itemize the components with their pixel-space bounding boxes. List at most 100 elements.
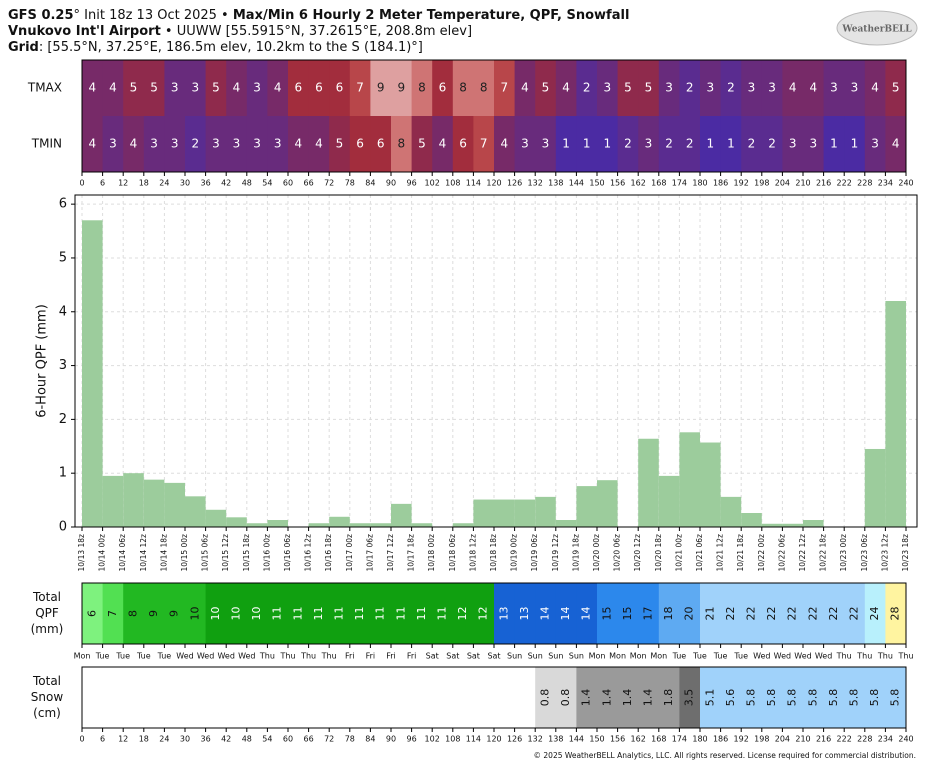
heat-cell (720, 60, 742, 116)
heat-cell (700, 60, 722, 116)
cell-value: 3 (665, 81, 673, 95)
x-tick-label: 114 (466, 179, 481, 188)
bar (885, 301, 906, 527)
cell-value: 3 (171, 81, 179, 95)
heat-cell (308, 60, 330, 116)
cell-value: 2 (191, 137, 199, 151)
cell-value: 3 (809, 137, 817, 151)
heat-cell (205, 116, 227, 172)
x-date-label: 10/16 06z (283, 534, 292, 572)
cell-value: 1 (727, 137, 735, 151)
x-tick-label: 126 (507, 735, 522, 744)
heat-cell (473, 60, 495, 116)
cell-value: 4 (274, 81, 282, 95)
cell-value: 2 (727, 81, 735, 95)
heat-cell (617, 116, 639, 172)
day-label: Sun (548, 652, 563, 661)
x-tick-label: 174 (672, 735, 687, 744)
accum-cell (205, 583, 227, 644)
accum-cell (844, 583, 866, 644)
x-tick-label: 12 (118, 179, 128, 188)
day-label: Mon (74, 652, 91, 661)
accum-cell (782, 667, 804, 728)
x-tick-label: 210 (795, 179, 810, 188)
day-label: Thu (300, 652, 316, 661)
x-tick-label: 204 (775, 179, 790, 188)
cell-value: 5.8 (868, 689, 881, 707)
cell-value: 3 (253, 137, 261, 151)
x-date-label: 10/23 00z (839, 534, 848, 572)
heat-cell (885, 116, 907, 172)
x-tick-label: 186 (713, 735, 728, 744)
accum-cell (658, 667, 680, 728)
x-date-label: 10/14 06z (118, 534, 127, 572)
x-tick-label: 102 (425, 179, 440, 188)
x-tick-label: 54 (262, 179, 272, 188)
cell-value: 4 (233, 81, 241, 95)
x-tick-label: 192 (734, 179, 749, 188)
x-tick-label: 216 (816, 735, 831, 744)
cell-value: 4 (892, 137, 900, 151)
x-tick-label: 204 (775, 735, 790, 744)
accum-cell (679, 667, 701, 728)
cell-value: 14 (580, 607, 593, 621)
heat-cell (803, 60, 825, 116)
x-tick-label: 138 (548, 179, 563, 188)
day-label: Wed (794, 652, 811, 661)
cell-value: 12 (456, 607, 469, 621)
cell-value: 3 (768, 81, 776, 95)
cell-value: 11 (394, 607, 407, 621)
heat-cell (761, 60, 783, 116)
row-label: Total (32, 674, 61, 688)
x-tick-label: 162 (631, 735, 646, 744)
accum-cell (452, 583, 474, 644)
x-date-label: 10/17 18z (407, 534, 416, 572)
heat-cell (164, 60, 186, 116)
cell-value: 20 (683, 607, 696, 621)
header-line: Grid: [55.5°N, 37.25°E, 186.5m elev, 10.… (8, 40, 423, 55)
day-label: Sat (446, 652, 459, 661)
accum-cell (844, 667, 866, 728)
cell-value: 3 (274, 137, 282, 151)
heat-cell (679, 116, 701, 172)
cell-value: 0.8 (559, 689, 572, 707)
day-label: Fri (386, 652, 396, 661)
accum-cell (803, 583, 825, 644)
cell-value: 24 (868, 607, 881, 621)
bar (226, 517, 247, 527)
heat-cell (391, 60, 413, 116)
cell-value: 11 (374, 607, 387, 621)
heat-cell (514, 116, 536, 172)
x-tick-label: 84 (365, 735, 375, 744)
bar (782, 523, 803, 527)
cell-value: 13 (497, 607, 510, 621)
bar (123, 473, 144, 527)
day-label: Thu (877, 652, 893, 661)
heat-cell (885, 60, 907, 116)
day-label: Tue (136, 652, 151, 661)
cell-value: 11 (436, 607, 449, 621)
x-tick-label: 234 (878, 735, 893, 744)
day-label: Sun (569, 652, 584, 661)
cell-value: 15 (621, 607, 634, 621)
heat-cell (823, 116, 845, 172)
x-tick-label: 72 (324, 735, 334, 744)
x-tick-label: 108 (445, 735, 460, 744)
heat-cell (143, 116, 165, 172)
x-tick-label: 36 (201, 735, 211, 744)
x-date-label: 10/16 12z (304, 534, 313, 572)
heat-cell (844, 60, 866, 116)
x-date-label: 10/22 12z (798, 534, 807, 572)
bar (452, 523, 474, 527)
row-label: Snow (31, 690, 64, 704)
x-tick-label: 180 (692, 735, 707, 744)
cell-value: 3 (645, 137, 653, 151)
cell-value: 4 (871, 81, 879, 95)
row-label: TMIN (31, 137, 62, 151)
x-tick-label: 240 (898, 179, 913, 188)
heat-cell (473, 116, 495, 172)
day-label: Tue (157, 652, 172, 661)
cell-value: 1 (603, 137, 611, 151)
heat-cell (370, 60, 392, 116)
x-tick-label: 66 (304, 179, 314, 188)
